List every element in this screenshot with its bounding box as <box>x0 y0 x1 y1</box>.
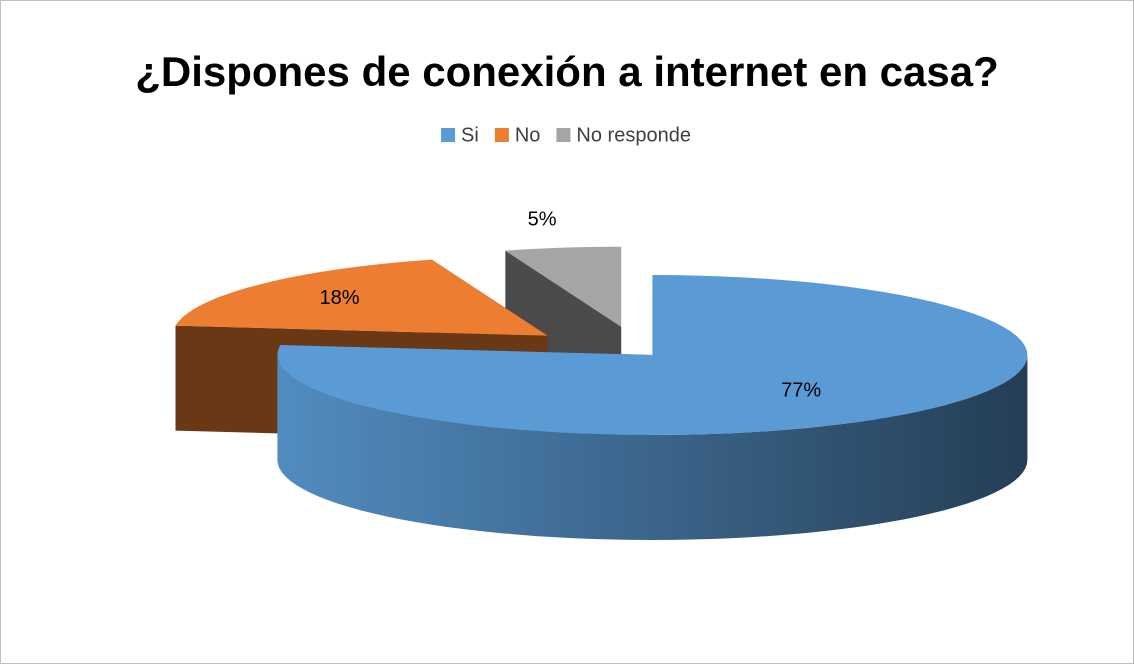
chart-title: ¿Dispones de conexión a internet en casa… <box>135 48 999 95</box>
data-label: 77% <box>781 379 821 401</box>
legend: Si No No responde <box>441 124 691 146</box>
legend-label: Si <box>461 124 479 146</box>
slice-side <box>277 355 1028 541</box>
slice-top <box>277 275 1028 436</box>
legend-label: No responde <box>576 124 691 146</box>
slice <box>277 275 1028 541</box>
pie: 77% 18% 5% <box>175 208 1028 541</box>
legend-swatch <box>556 128 571 142</box>
data-label: 5% <box>528 208 557 230</box>
data-label: 18% <box>319 287 359 309</box>
legend-swatch <box>441 128 456 142</box>
slice-top <box>175 259 548 336</box>
legend-label: No <box>515 124 541 146</box>
legend-swatch <box>494 128 509 142</box>
slice-top <box>505 246 622 327</box>
